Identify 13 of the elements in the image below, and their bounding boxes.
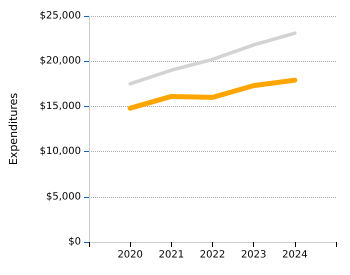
x-tick-label: 2023: [240, 250, 266, 260]
y-tick-label: $15,000: [40, 100, 81, 112]
line-series: [128, 31, 297, 86]
y-tick-label: $0: [68, 236, 81, 248]
x-tick-label: 2022: [200, 250, 226, 260]
x-tick-label: 2020: [117, 250, 143, 260]
y-tick-label: $5,000: [46, 191, 81, 202]
x-tick-label: 2024: [282, 250, 308, 260]
y-axis-title: Expenditures: [7, 92, 20, 166]
y-tick-label: $25,000: [40, 10, 81, 22]
y-tick-label: $20,000: [40, 56, 81, 67]
x-tick-label: 2021: [158, 250, 184, 260]
y-tick-label: $10,000: [40, 146, 81, 158]
